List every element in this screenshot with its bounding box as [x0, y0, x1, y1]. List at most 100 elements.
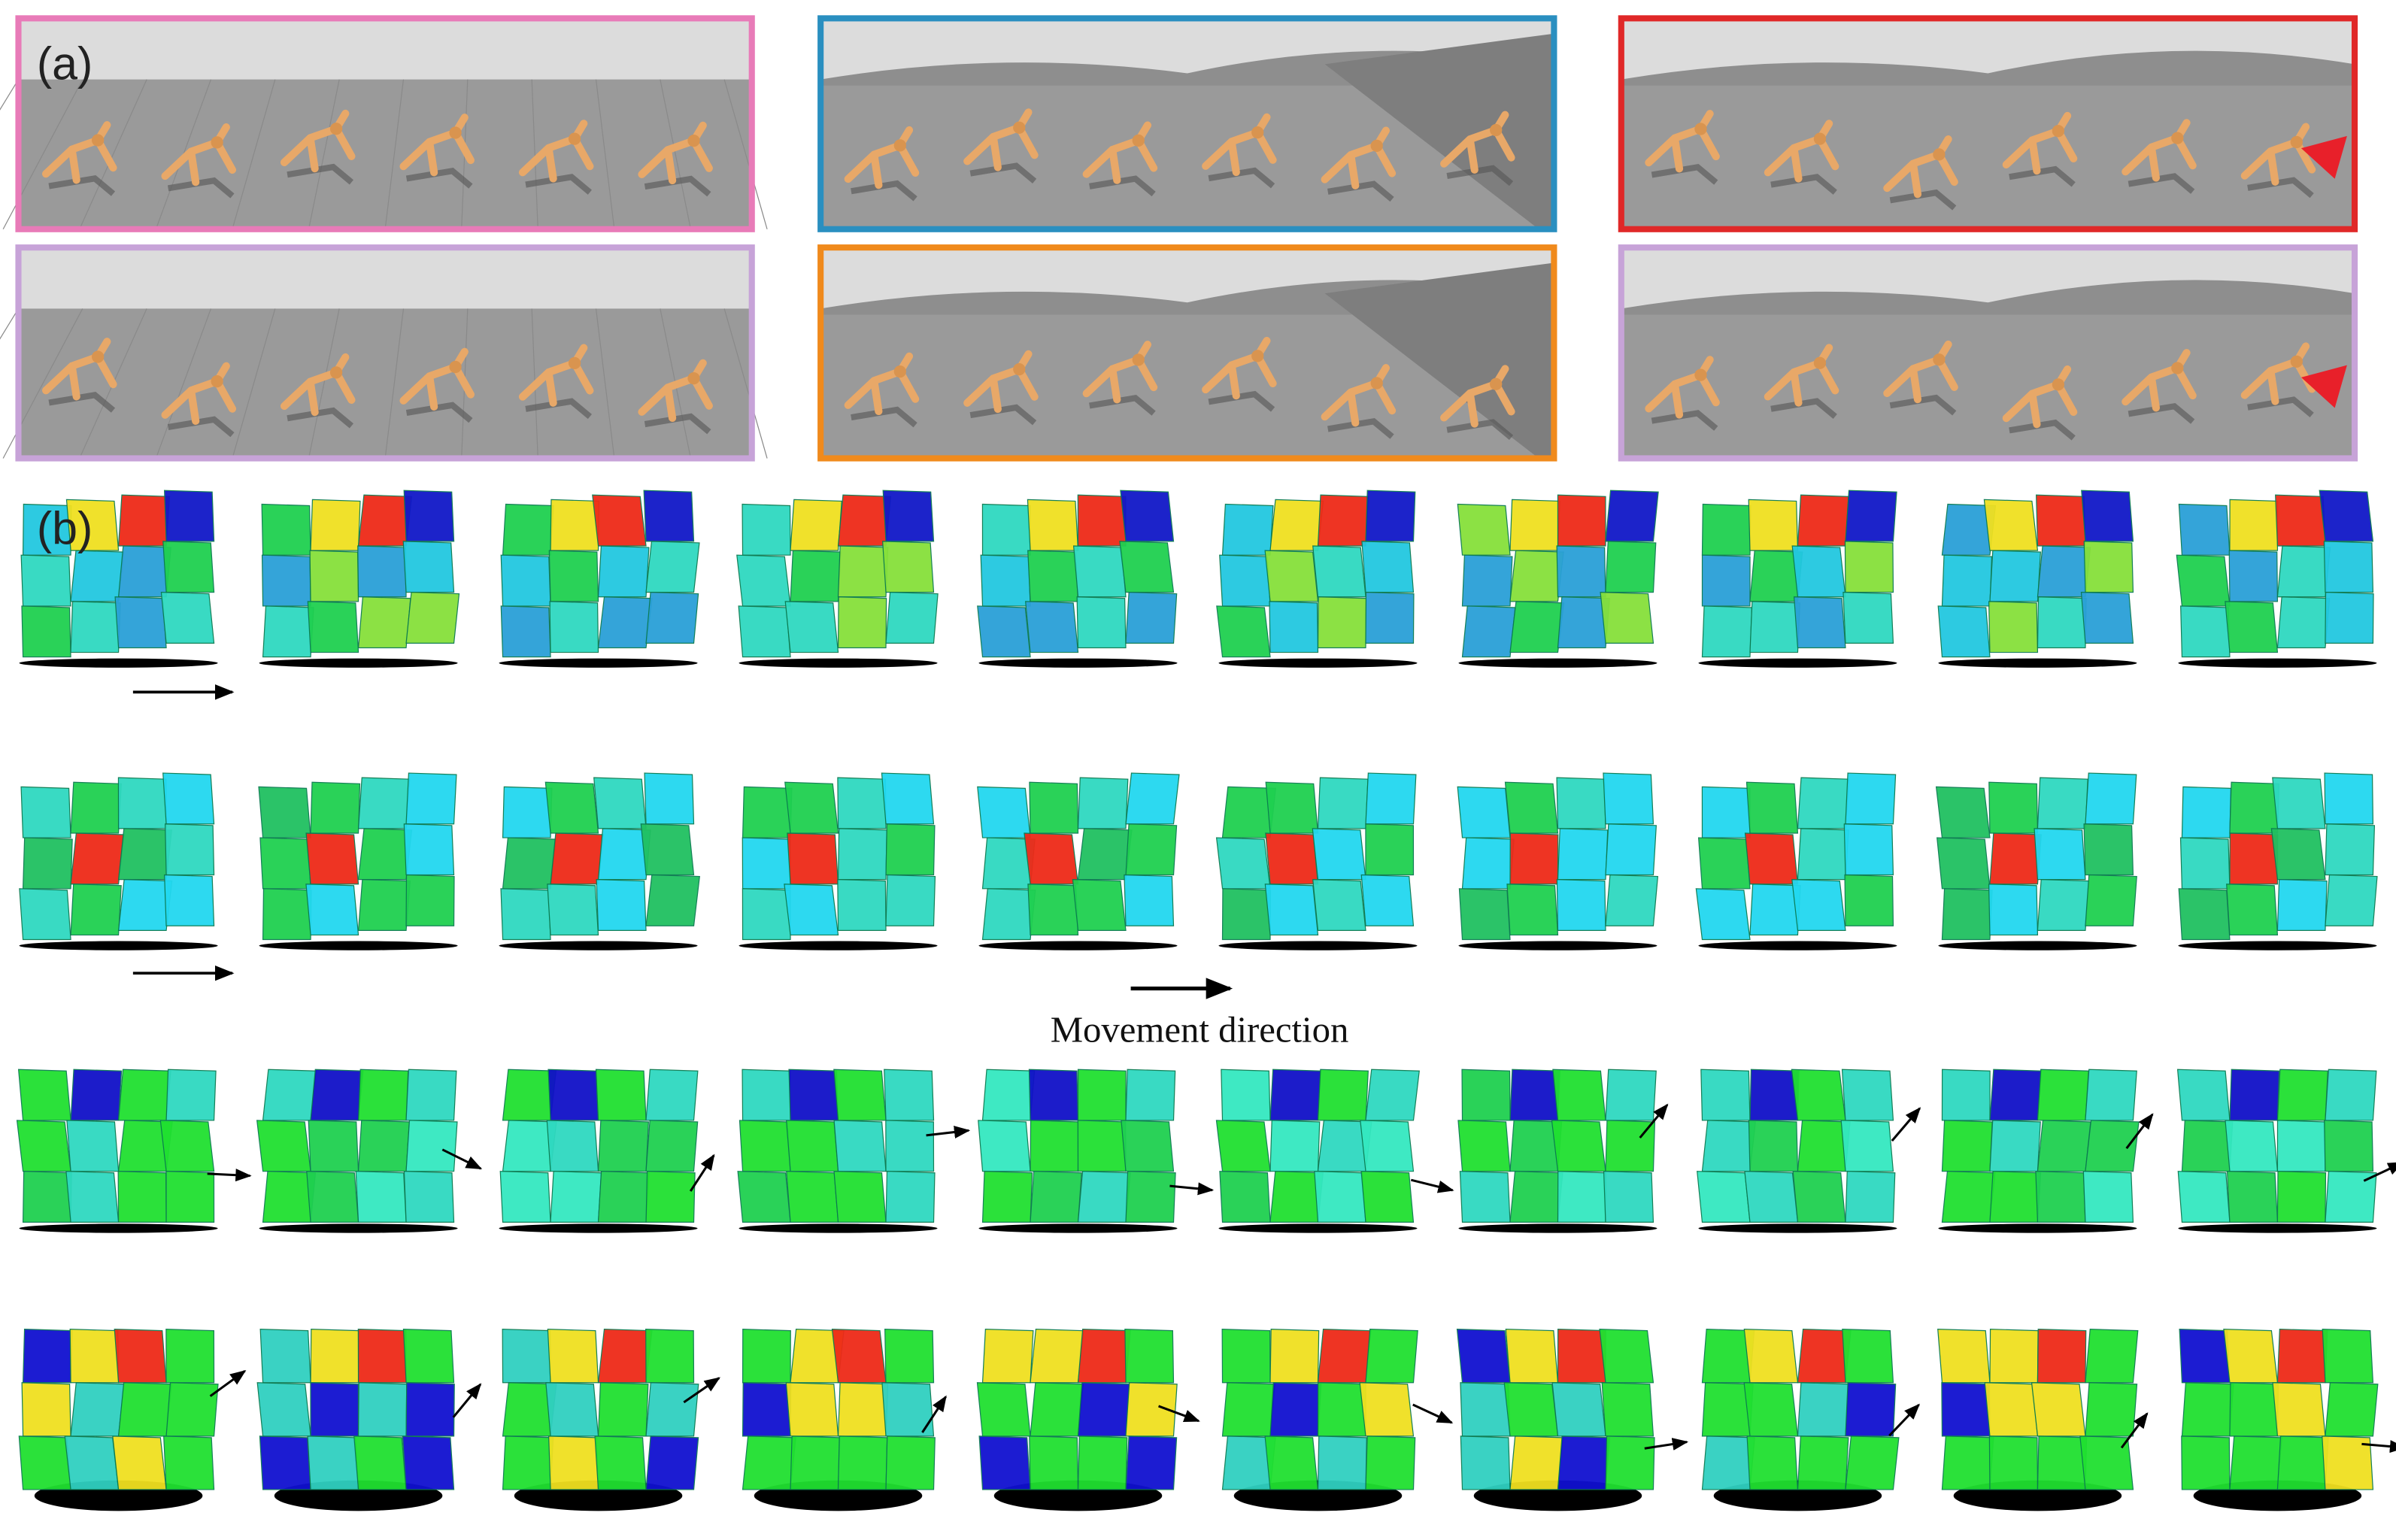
voxel	[114, 1328, 167, 1384]
voxel	[1120, 490, 1175, 542]
voxel	[1552, 1069, 1606, 1121]
voxel	[1365, 1069, 1420, 1121]
voxel	[786, 1171, 839, 1223]
voxel	[1028, 1069, 1079, 1121]
shadow	[1218, 1223, 1418, 1233]
voxel	[165, 1171, 215, 1223]
voxel	[402, 1328, 455, 1384]
voxel	[1504, 781, 1559, 834]
voxel	[2180, 605, 2231, 658]
floor-grid	[595, 308, 615, 459]
velocity-arrow	[1169, 1182, 1215, 1196]
robot-head	[1251, 350, 1264, 362]
voxel	[1030, 1120, 1079, 1172]
voxel	[2083, 823, 2134, 876]
shadow	[2178, 658, 2377, 668]
voxel	[544, 781, 599, 834]
voxel	[1221, 1328, 1271, 1384]
voxel	[1845, 490, 1897, 542]
voxel	[833, 1069, 887, 1121]
voxel	[261, 554, 311, 607]
voxel	[837, 1435, 888, 1490]
voxel	[2181, 1382, 2234, 1437]
voxel	[1027, 884, 1079, 936]
voxel	[1457, 786, 1511, 838]
robot-shadow	[2009, 165, 2076, 187]
voxel	[70, 550, 125, 602]
voxel	[1077, 1435, 1128, 1490]
robot-head	[893, 139, 906, 152]
robot-shadow	[2009, 419, 2076, 441]
voxel	[165, 823, 215, 876]
voxel	[1077, 494, 1127, 547]
voxel	[2276, 878, 2328, 931]
voxel	[1749, 1069, 1800, 1121]
voxel	[70, 832, 125, 885]
voxel	[597, 545, 650, 598]
velocity-arrow	[1644, 1438, 1689, 1451]
voxel	[117, 1382, 172, 1437]
voxel	[357, 1120, 410, 1172]
panel-a	[0, 15, 2358, 462]
robot-shadow	[1327, 418, 1394, 439]
voxel	[592, 494, 647, 547]
robot-shadow	[405, 167, 473, 189]
floor-grid	[595, 79, 615, 229]
voxel	[306, 1171, 359, 1223]
voxel	[2037, 1328, 2087, 1384]
voxel	[403, 1171, 455, 1223]
voxel	[2276, 1120, 2326, 1172]
voxel	[1312, 828, 1366, 881]
robot-head	[893, 365, 906, 378]
stairs	[1324, 262, 1554, 459]
voxel	[2181, 786, 2232, 838]
voxel	[1077, 1120, 1127, 1172]
shadow	[1938, 658, 2137, 668]
voxel	[405, 1120, 458, 1172]
voxel	[117, 545, 171, 598]
voxel	[402, 541, 455, 593]
voxel	[1842, 1328, 1894, 1384]
voxel	[22, 503, 72, 556]
scene-hills	[1621, 50, 2355, 86]
voxel	[981, 1328, 1034, 1384]
voxel	[645, 1435, 699, 1490]
voxel	[2179, 837, 2231, 890]
robot-head	[1251, 126, 1264, 139]
robot-shadow	[48, 392, 116, 413]
voxel	[1697, 1171, 1751, 1223]
robot-shadow	[851, 180, 917, 202]
voxel	[2178, 503, 2231, 556]
voxel	[881, 541, 935, 593]
voxel	[1791, 878, 1846, 931]
voxel	[357, 1382, 408, 1437]
voxel	[2031, 1382, 2086, 1437]
voxel	[1264, 884, 1319, 936]
voxel	[1842, 592, 1894, 644]
voxel	[1556, 777, 1606, 829]
voxel	[502, 1435, 554, 1490]
voxel	[1365, 592, 1415, 644]
voxel	[159, 1120, 215, 1172]
voxel	[738, 605, 791, 658]
voxel	[112, 1435, 167, 1490]
voxel	[1269, 601, 1319, 653]
voxel	[262, 605, 314, 658]
voxel	[2270, 828, 2326, 881]
voxel	[1457, 503, 1511, 556]
voxel	[1603, 1171, 1654, 1223]
voxel	[1749, 601, 1800, 653]
voxel	[980, 554, 1031, 607]
voxel	[2085, 1328, 2139, 1384]
voxel	[2325, 592, 2374, 644]
voxel	[2082, 1171, 2134, 1223]
voxel	[546, 1120, 599, 1172]
voxel	[1269, 1382, 1322, 1437]
floor-grid	[660, 79, 692, 229]
robot-head	[2290, 135, 2303, 149]
voxel	[502, 837, 557, 890]
robot-shadow	[167, 177, 235, 199]
voxel	[65, 1171, 120, 1223]
robot-head	[2052, 125, 2064, 138]
shadow	[1218, 658, 1418, 668]
